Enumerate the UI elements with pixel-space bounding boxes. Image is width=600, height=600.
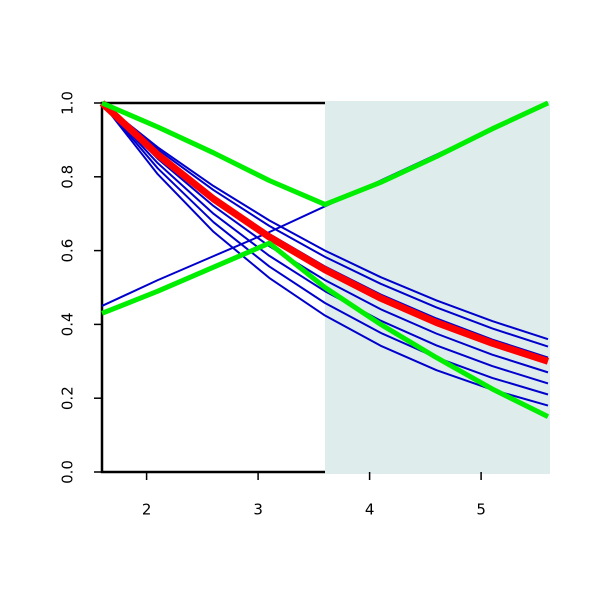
series-line — [101, 102, 549, 374]
y-tick-label: 0.2 — [59, 386, 77, 410]
y-tick-label: 0.6 — [59, 239, 77, 263]
series-line — [101, 102, 549, 407]
x-tick-label: 3 — [253, 501, 263, 519]
series-line — [101, 102, 549, 385]
series-line — [101, 100, 550, 207]
y-tick-label: 0.4 — [59, 312, 77, 336]
x-tick-label: 2 — [142, 501, 152, 519]
series-line — [99, 100, 550, 365]
y-tick-label: 1.0 — [59, 91, 77, 115]
y-tick-label: 0.0 — [59, 460, 77, 484]
series-line — [101, 240, 550, 419]
y-tick-label: 0.8 — [59, 165, 77, 189]
x-tick-label: 5 — [476, 501, 486, 519]
series-line — [101, 102, 549, 396]
x-tick-label: 4 — [365, 501, 375, 519]
series-line — [101, 102, 549, 348]
series-line — [101, 102, 549, 341]
